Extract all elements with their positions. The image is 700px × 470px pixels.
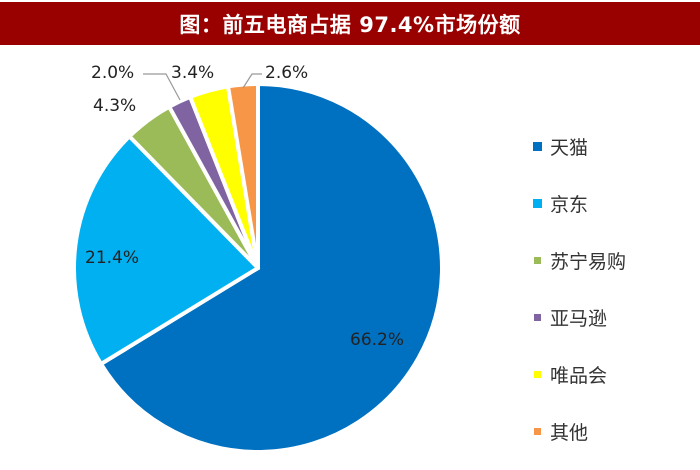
label-amazon: 2.0%: [91, 63, 135, 83]
label-other: 2.6%: [265, 63, 309, 83]
legend: 天猫 京东 苏宁易购 亚马逊 唯品会 其他: [533, 118, 626, 460]
legend-item-tmall: 天猫: [533, 118, 626, 175]
legend-swatch: [534, 371, 541, 378]
leader-line-other: [242, 73, 262, 89]
legend-swatch: [533, 199, 542, 208]
legend-item-jd: 京东: [533, 175, 626, 232]
legend-item-amazon: 亚马逊: [533, 289, 626, 346]
legend-item-other: 其他: [533, 403, 626, 460]
label-suning: 4.3%: [93, 96, 137, 116]
label-tmall: 66.2%: [350, 330, 405, 350]
label-vip: 3.4%: [171, 63, 215, 83]
legend-item-vip: 唯品会: [533, 346, 626, 403]
pie-slice-5: [226, 82, 260, 270]
pie-slice-1: [72, 134, 260, 366]
label-jd: 21.4%: [85, 248, 140, 268]
pie-slices: [72, 82, 444, 454]
leader-lines: [143, 73, 262, 101]
legend-swatch: [533, 142, 542, 151]
pie-slice-0: [99, 82, 444, 454]
title-bar: 图：前五电商占据 97.4%市场份额: [0, 2, 700, 45]
legend-item-suning: 苏宁易购: [533, 232, 626, 289]
legend-swatch: [534, 428, 541, 435]
chart-title: 图：前五电商占据 97.4%市场份额: [179, 12, 521, 37]
leader-line-amazon: [143, 73, 181, 101]
legend-swatch: [534, 257, 541, 264]
legend-swatch: [534, 314, 541, 321]
